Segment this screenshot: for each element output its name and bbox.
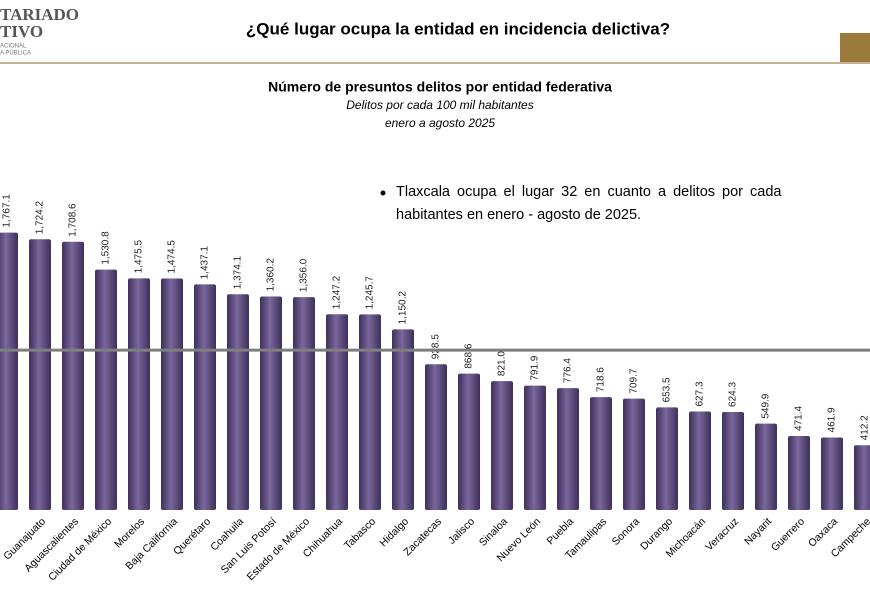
x-tick-label: Ciudad de México [46, 515, 114, 583]
logo-text: TARIADO [0, 5, 79, 24]
bar [128, 278, 150, 510]
value-label: 791.9 [530, 355, 541, 380]
x-tick-label: Nayarit [742, 516, 774, 548]
value-label: 1,437.1 [200, 246, 211, 280]
value-label: 1,724.2 [35, 200, 46, 234]
bar [491, 381, 513, 510]
value-label: 624.3 [728, 382, 739, 407]
bar [392, 329, 414, 510]
value-label: 1,374.1 [233, 255, 244, 289]
bar [854, 445, 870, 510]
bar [557, 388, 579, 510]
value-label: 1,150.2 [398, 291, 409, 325]
value-label: 1,245.7 [365, 276, 376, 310]
bar [0, 232, 18, 510]
bar [788, 435, 810, 510]
value-label: 412.2 [860, 415, 870, 440]
value-label: 1,530.8 [101, 231, 112, 265]
logo-text: ACIONAL [0, 44, 27, 50]
value-label: 627.3 [695, 381, 706, 406]
x-tick-label: Sonora [610, 515, 643, 548]
chart-subtitle: Delitos por cada 100 mil habitantes [346, 98, 533, 112]
bar [425, 364, 447, 510]
bar [590, 397, 612, 510]
bar [326, 314, 348, 510]
page-title: ¿Qué lugar ocupa la entidad en incidenci… [246, 19, 670, 38]
bar [62, 241, 84, 510]
annotation: Tlaxcala ocupa el lugar 32 en cuanto a d… [396, 184, 782, 200]
bar [821, 437, 843, 510]
logo-text: A PÚBLICA [0, 50, 31, 57]
bar [194, 284, 216, 510]
chart-title: Número de presuntos delitos por entidad … [268, 79, 612, 95]
bar [524, 385, 546, 510]
value-label: 1,356.0 [299, 258, 310, 292]
bar [722, 411, 744, 510]
bar [755, 423, 777, 510]
x-tick-label: Veracruz [703, 516, 741, 554]
value-label: 868.6 [464, 343, 475, 368]
value-label: 1,475.5 [134, 240, 145, 274]
header-tab [840, 33, 870, 62]
chart-subtitle: enero a agosto 2025 [385, 116, 495, 130]
value-label: 549.9 [761, 393, 772, 418]
value-label: 821.0 [497, 351, 508, 376]
annotation: habitantes en enero - agosto de 2025. [396, 207, 641, 223]
x-tick-label: Guerrero [769, 515, 807, 553]
bar [227, 294, 249, 510]
value-label: 471.4 [794, 406, 805, 431]
bar [260, 296, 282, 510]
value-label: 1,474.5 [167, 240, 178, 274]
value-label: 1,767.1 [2, 194, 13, 228]
x-tick-label: Jalisco [446, 515, 477, 546]
x-tick-label: Puebla [544, 515, 576, 547]
value-label: 709.7 [629, 368, 640, 393]
value-label: 718.6 [596, 367, 607, 392]
bar [689, 411, 711, 510]
value-label: 1,247.2 [332, 275, 343, 309]
value-label: 461.9 [827, 407, 838, 432]
x-tick-label: Tabasco [342, 515, 378, 551]
bar [656, 407, 678, 510]
value-label: 1,708.6 [68, 203, 79, 237]
value-label: 653.5 [662, 377, 673, 402]
bar [623, 398, 645, 510]
logo-text: TIVO [0, 22, 43, 41]
bar [95, 269, 117, 510]
value-label: 928.5 [431, 334, 442, 359]
bar [359, 314, 381, 510]
value-label: 776.4 [563, 358, 574, 383]
value-label: 1,360.2 [266, 258, 277, 292]
bar [458, 373, 480, 510]
bullet [380, 190, 386, 196]
bar [29, 239, 51, 510]
bar [161, 278, 183, 510]
bar [293, 297, 315, 510]
